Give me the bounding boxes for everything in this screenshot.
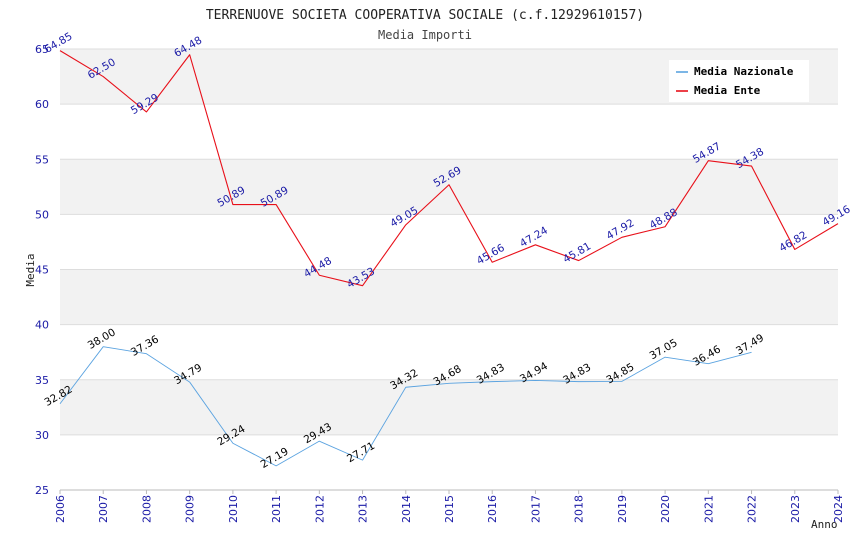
legend: Media Nazionale Media Ente	[669, 60, 809, 102]
x-tick-label: 2023	[789, 495, 802, 523]
chart-title: TERRENUOVE SOCIETA COOPERATIVA SOCIALE (…	[206, 8, 644, 23]
x-tick-label: 2013	[357, 495, 370, 523]
data-label-nazionale: 37.36	[129, 333, 161, 359]
y-axis-label: Media	[24, 253, 37, 286]
grid-band	[60, 269, 838, 325]
x-tick-label: 2020	[659, 495, 672, 523]
y-tick-label: 50	[35, 208, 49, 221]
x-tick-label: 2024	[832, 495, 845, 523]
x-tick-label: 2019	[616, 495, 629, 523]
data-label-ente: 47.24	[518, 224, 550, 250]
x-tick-label: 2017	[529, 495, 542, 523]
chart-subtitle: Media Importi	[378, 28, 472, 42]
y-tick-label: 45	[35, 264, 49, 277]
data-label-nazionale: 27.71	[345, 440, 377, 465]
grid-bands	[60, 49, 838, 435]
x-tick-label: 2014	[400, 495, 413, 523]
x-tick-label: 2006	[54, 495, 67, 523]
legend-label-ente: Media Ente	[694, 84, 761, 97]
x-tick-label: 2010	[227, 495, 240, 523]
x-tick-label: 2021	[702, 495, 715, 523]
y-tick-label: 40	[35, 319, 49, 332]
data-label-ente: 45.66	[475, 242, 507, 268]
y-tick-label: 55	[35, 153, 49, 166]
series-line-ente	[59, 50, 839, 287]
x-axis-label: Anno	[811, 518, 838, 531]
data-label-nazionale: 27.19	[259, 446, 291, 471]
y-tick-label: 60	[35, 98, 49, 111]
x-tick-label: 2011	[270, 495, 283, 523]
x-tick-label: 2022	[746, 495, 759, 523]
x-tick-label: 2007	[97, 495, 110, 523]
series-layer	[59, 50, 839, 467]
series-line-nazionale	[59, 346, 752, 467]
legend-label-nazionale: Media Nazionale	[694, 65, 794, 78]
data-label-ente: 45.81	[561, 240, 593, 265]
x-tick-label: 2009	[184, 495, 197, 523]
data-label-nazionale: 36.46	[691, 343, 723, 369]
x-tick-label: 2016	[486, 495, 499, 523]
x-axis-ticks: 2006 2007 2008 2009 2010 2011 2012 2013 2014 2015…	[54, 490, 845, 523]
grid-band	[60, 379, 838, 435]
y-tick-label: 30	[35, 429, 49, 442]
x-tick-label: 2008	[140, 495, 153, 523]
grid-band	[60, 159, 838, 215]
legend-box	[669, 60, 809, 102]
x-tick-label: 2012	[313, 495, 326, 523]
y-tick-label: 35	[35, 374, 49, 387]
data-label-nazionale: 37.49	[734, 332, 766, 357]
x-tick-label: 2018	[573, 495, 586, 523]
y-tick-label: 65	[35, 43, 49, 56]
y-axis-ticks: 25 30 35 40 45 50 55 60 65	[35, 43, 49, 497]
data-label-ente: 46.82	[777, 229, 809, 254]
x-tick-label: 2015	[443, 495, 456, 523]
y-tick-label: 25	[35, 484, 49, 497]
